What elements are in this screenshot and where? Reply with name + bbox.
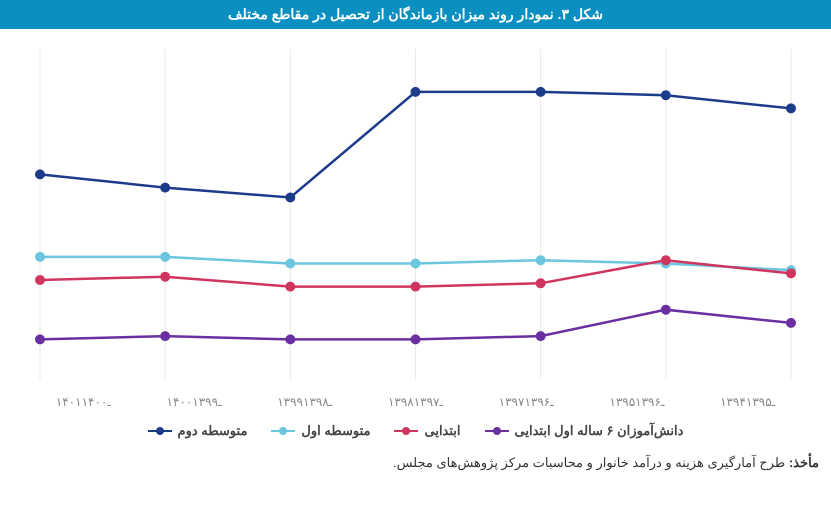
legend-item: ابتدایی: [394, 423, 460, 439]
legend-swatch: [271, 430, 295, 432]
x-axis-tick-label: ۱۳۹۸ـ۱۳۹۷: [360, 395, 471, 409]
line-chart-svg: [0, 29, 831, 389]
legend-item: متوسطه اول: [271, 423, 370, 439]
chart-source: مأخذ: طرح آمارگیری هزینه و درآمد خانوار …: [0, 449, 831, 471]
x-axis-tick-label: ۱۴۰۱ـ۱۴۰۰: [28, 395, 139, 409]
legend-label: دانش‌آموزان ۶ ساله اول ابتدایی: [515, 423, 684, 439]
legend-label: متوسطه دوم: [178, 423, 248, 439]
legend-item: متوسطه دوم: [148, 423, 248, 439]
legend-item: دانش‌آموزان ۶ ساله اول ابتدایی: [485, 423, 684, 439]
x-axis-tick-label: ۱۳۹۵ـ۱۳۹۶: [582, 395, 693, 409]
chart-title-bar: شکل ۳. نمودار روند میزان بازماندگان از ت…: [0, 0, 831, 29]
chart-area: ۱۳۹۴ـ۱۳۹۵۱۳۹۵ـ۱۳۹۶۱۳۹۷ـ۱۳۹۶۱۳۹۸ـ۱۳۹۷۱۳۹۹…: [0, 29, 831, 409]
x-axis-tick-label: ۱۳۹۴ـ۱۳۹۵: [692, 395, 803, 409]
chart-title: شکل ۳. نمودار روند میزان بازماندگان از ت…: [228, 6, 603, 22]
x-axis-tick-label: ۱۳۹۹ـ۱۳۹۸: [249, 395, 360, 409]
legend-swatch: [485, 430, 509, 432]
source-label: مأخذ:: [789, 455, 819, 470]
x-axis-tick-label: ۱۴۰۰ـ۱۳۹۹: [139, 395, 250, 409]
legend-swatch: [148, 430, 172, 432]
x-axis-labels: ۱۳۹۴ـ۱۳۹۵۱۳۹۵ـ۱۳۹۶۱۳۹۷ـ۱۳۹۶۱۳۹۸ـ۱۳۹۷۱۳۹۹…: [0, 389, 831, 409]
legend-swatch: [394, 430, 418, 432]
source-text: طرح آمارگیری هزینه و درآمد خانوار و محاس…: [393, 455, 785, 470]
legend-label: ابتدایی: [424, 423, 460, 439]
x-axis-tick-label: ۱۳۹۷ـ۱۳۹۶: [471, 395, 582, 409]
chart-legend: متوسطه دوم متوسطه اول ابتدایی دانش‌آموزان ۶…: [0, 409, 831, 449]
legend-label: متوسطه اول: [301, 423, 370, 439]
